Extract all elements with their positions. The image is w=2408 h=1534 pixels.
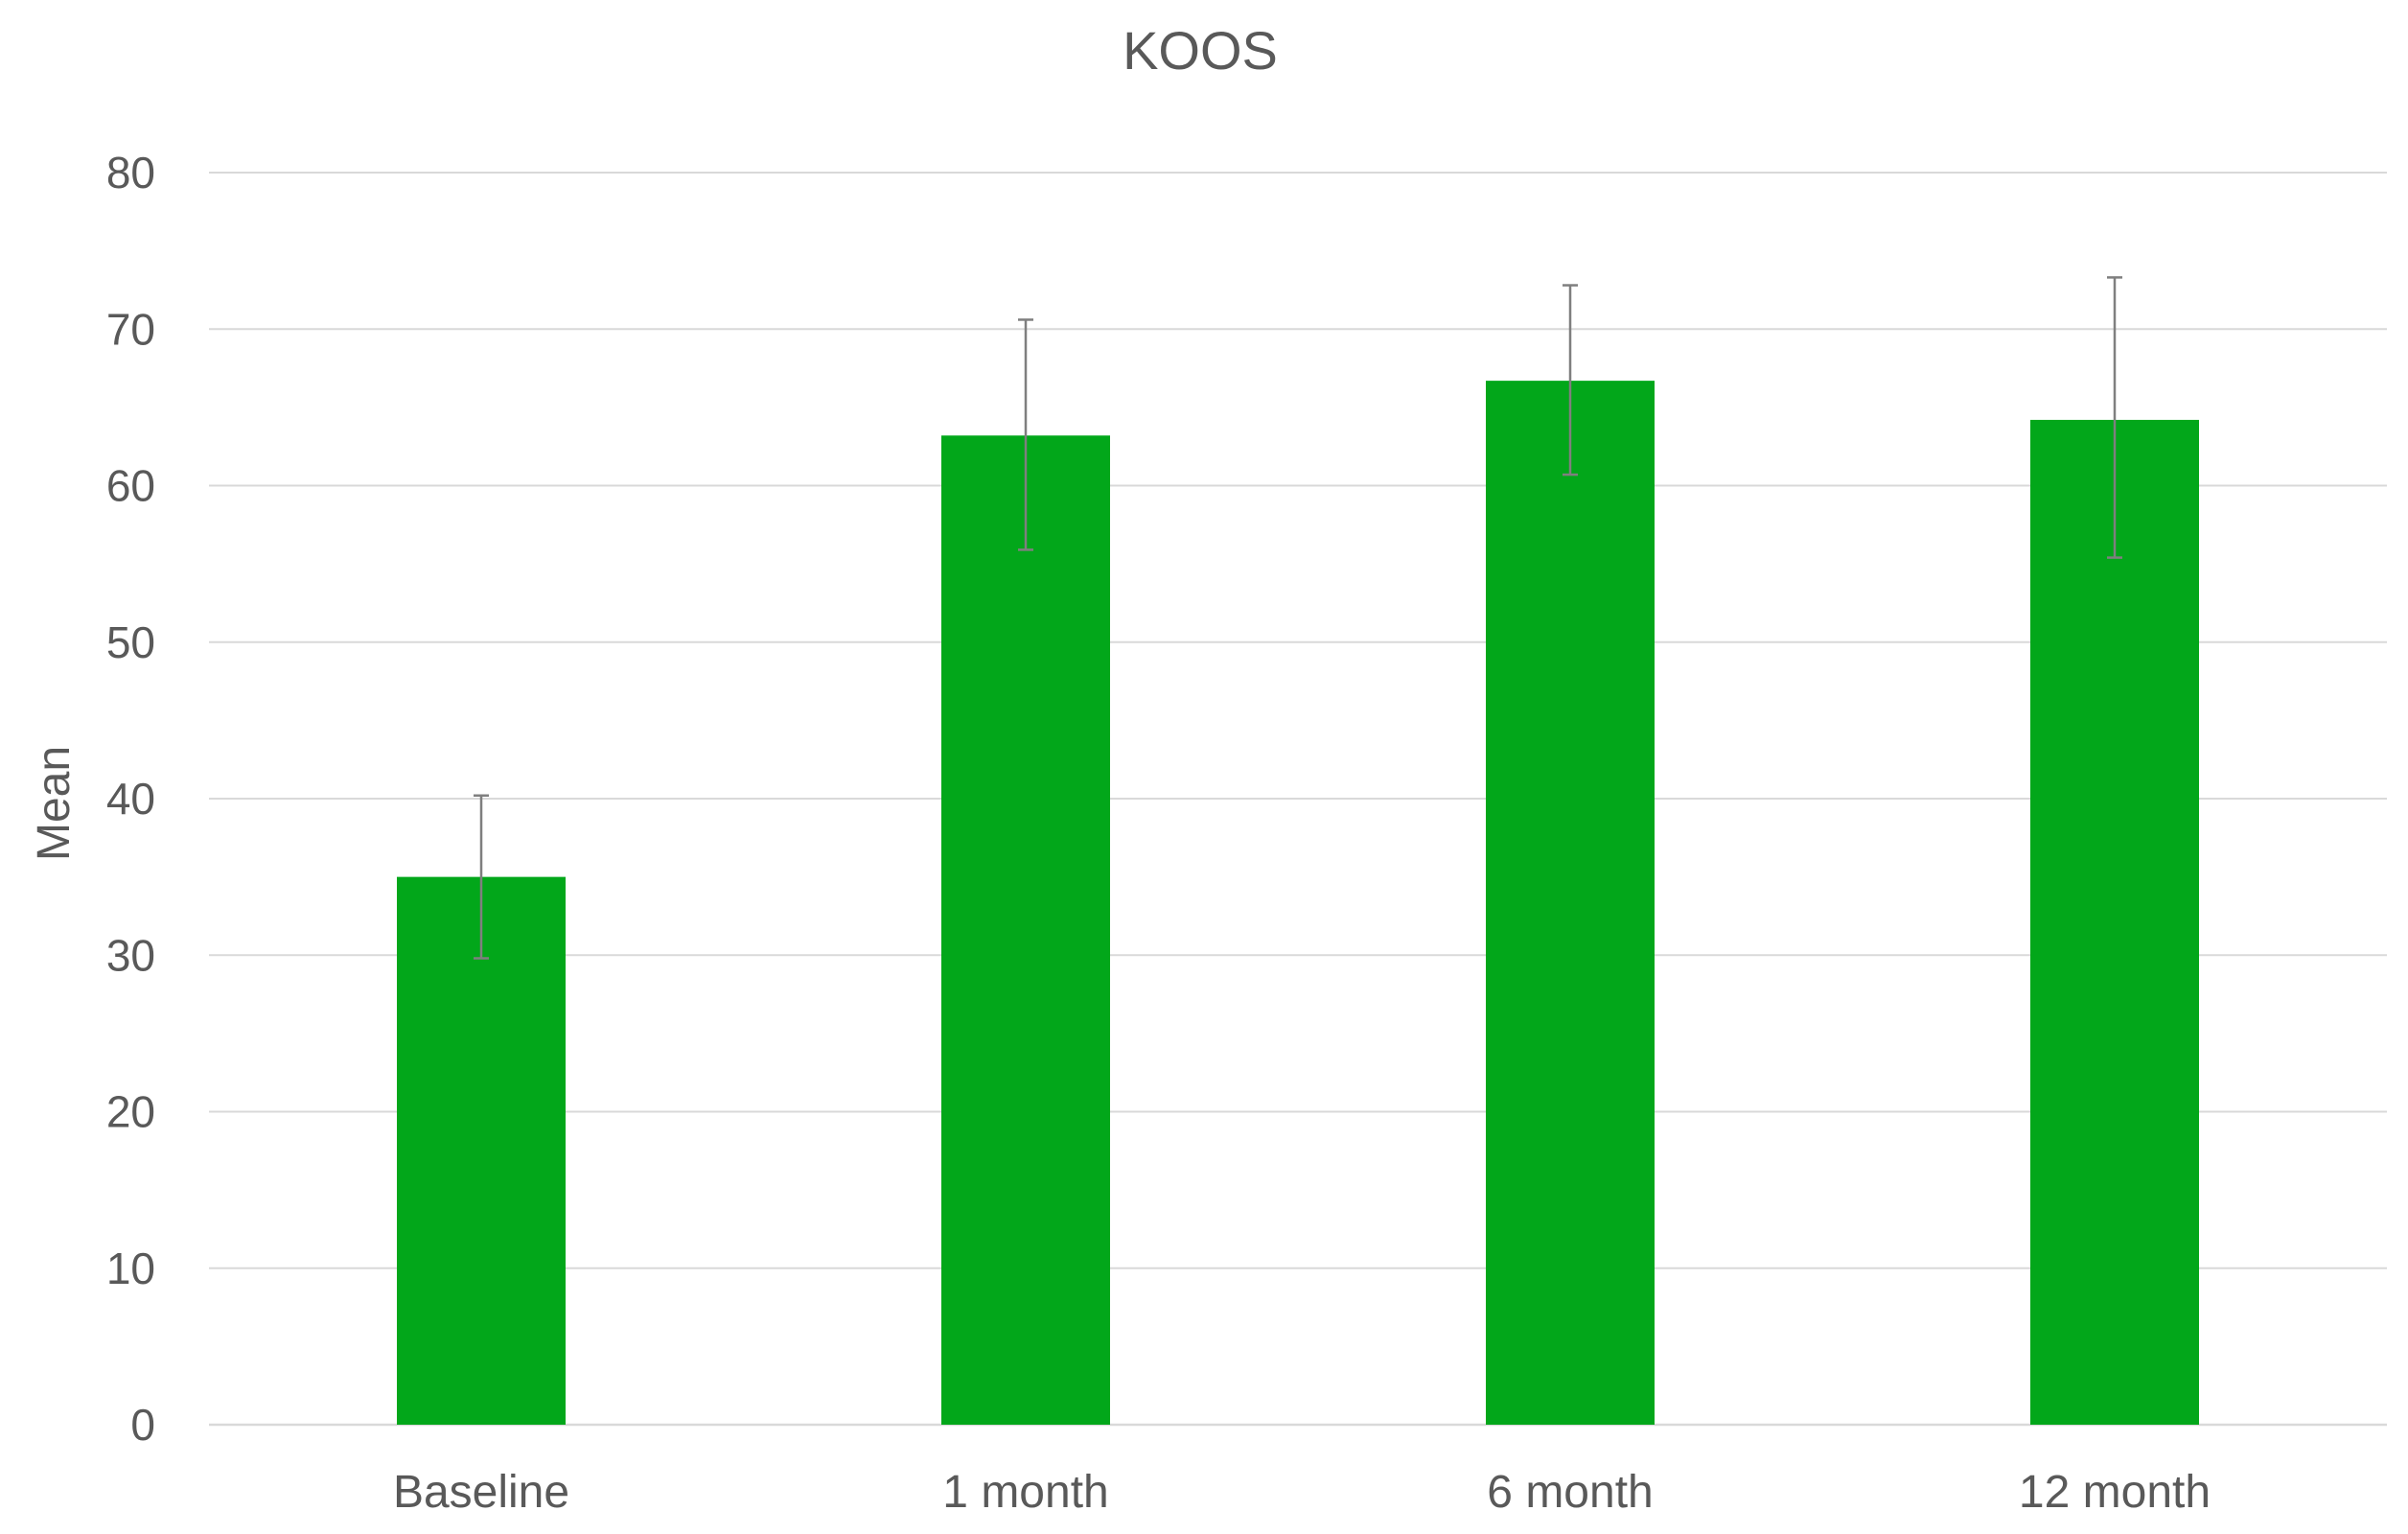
y-tick-label-20: 20	[106, 1087, 155, 1137]
y-tick-label-70: 70	[106, 304, 155, 354]
x-tick-label-12-month: 12 month	[2019, 1467, 2211, 1518]
y-tick-label-10: 10	[106, 1243, 155, 1293]
y-tick-label-30: 30	[106, 930, 155, 980]
error-bar-baseline	[474, 794, 489, 960]
y-tick-label-0: 0	[130, 1400, 155, 1450]
error-bar-12-month	[2107, 276, 2122, 559]
error-bar-6-month	[1563, 284, 1578, 476]
y-axis-title: Mean	[29, 746, 80, 861]
y-tick-label-60: 60	[106, 461, 155, 511]
x-tick-label-baseline: Baseline	[393, 1467, 569, 1518]
y-tick-label-40: 40	[106, 774, 155, 824]
x-axis-labels: Baseline 1 month 6 month 12 month	[393, 1467, 2211, 1518]
gridlines	[209, 172, 2387, 1427]
bar-1-month	[941, 435, 1110, 1425]
bar-baseline	[397, 876, 566, 1425]
y-tick-label-50: 50	[106, 617, 155, 667]
error-bar-1-month	[1018, 318, 1033, 551]
bar-12-month	[2030, 419, 2199, 1425]
chart-title: KOOS	[1123, 20, 1278, 81]
bar-6-month	[1486, 381, 1655, 1425]
x-tick-label-6-month: 6 month	[1487, 1467, 1653, 1518]
bars	[397, 381, 2199, 1425]
y-tick-label-80: 80	[106, 148, 155, 198]
y-axis-ticks: 0 10 20 30 40 50 60 70 80	[106, 148, 155, 1450]
x-tick-label-1-month: 1 month	[942, 1467, 1108, 1518]
error-bars	[474, 276, 2122, 960]
